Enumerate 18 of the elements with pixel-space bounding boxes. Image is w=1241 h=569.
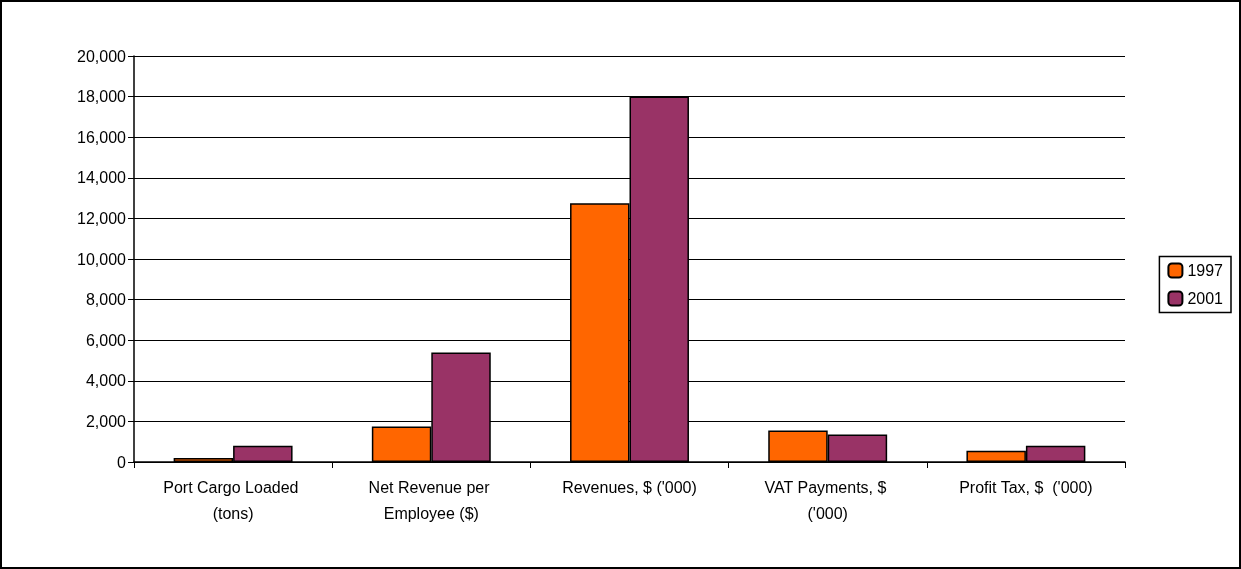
legend-label: 2001 bbox=[1187, 290, 1224, 307]
x-tick-label: Profit Tax, $ ('000) bbox=[959, 478, 1093, 496]
y-tick-label: 16,000 bbox=[77, 128, 127, 146]
y-tick-label: 14,000 bbox=[77, 169, 127, 187]
y-tick-label: 0 bbox=[117, 453, 127, 471]
y-tick-label: 2,000 bbox=[85, 412, 127, 430]
y-tick-label: 8,000 bbox=[85, 291, 127, 309]
x-tick-label: VAT Payments, $ ('000) bbox=[764, 478, 891, 522]
y-tick-label: 12,000 bbox=[77, 209, 127, 227]
y-tick-label: 6,000 bbox=[85, 331, 127, 349]
y-tick-label: 10,000 bbox=[77, 250, 127, 268]
y-tick-label: 18,000 bbox=[77, 88, 127, 106]
x-tick-label: Port Cargo Loaded (tons) bbox=[163, 478, 303, 522]
y-tick-label: 20,000 bbox=[77, 47, 127, 65]
legend-label: 1997 bbox=[1187, 262, 1224, 279]
x-tick-label: Revenues, $ ('000) bbox=[562, 478, 697, 496]
y-tick-label: 4,000 bbox=[85, 372, 127, 390]
x-tick-label: Net Revenue per Employee ($) bbox=[368, 478, 494, 522]
